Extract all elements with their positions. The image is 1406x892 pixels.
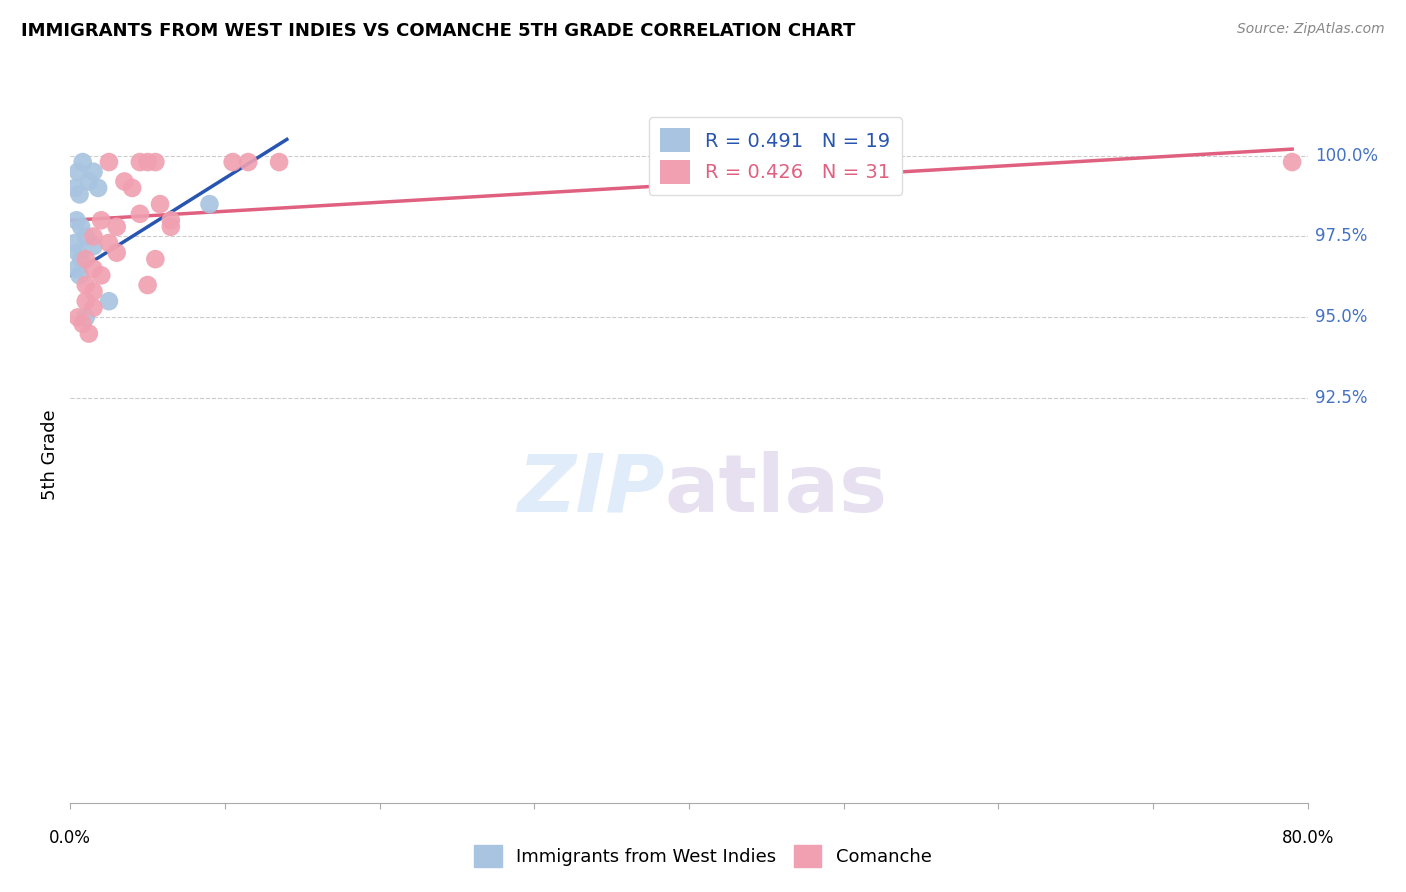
Point <box>98 235 120 250</box>
Point <box>67 310 90 325</box>
Point <box>72 155 94 169</box>
Point <box>69 187 91 202</box>
Point <box>160 213 183 227</box>
Point <box>63 181 86 195</box>
Point <box>105 245 128 260</box>
Point <box>149 197 172 211</box>
Point <box>129 207 152 221</box>
Text: Source: ZipAtlas.com: Source: ZipAtlas.com <box>1237 22 1385 37</box>
Point <box>82 301 105 315</box>
Point <box>136 278 159 293</box>
Point <box>136 155 159 169</box>
Point <box>67 165 90 179</box>
Point <box>98 294 120 309</box>
Point <box>114 174 135 188</box>
Point <box>121 181 143 195</box>
Point <box>75 252 97 267</box>
Point <box>82 285 105 299</box>
Point <box>98 155 120 169</box>
Point <box>65 213 87 227</box>
Point <box>105 219 128 234</box>
Point <box>70 219 93 234</box>
Text: 97.5%: 97.5% <box>1316 227 1368 245</box>
Point <box>75 294 97 309</box>
Text: 92.5%: 92.5% <box>1316 389 1368 408</box>
Point <box>72 317 94 331</box>
Point <box>160 219 183 234</box>
Point <box>69 268 91 283</box>
Point <box>77 174 100 188</box>
Point <box>82 229 105 244</box>
Point <box>63 235 86 250</box>
Text: 100.0%: 100.0% <box>1316 146 1378 165</box>
Point <box>238 155 260 169</box>
Point <box>198 197 221 211</box>
Point <box>82 165 105 179</box>
Point <box>267 155 291 169</box>
Point <box>65 261 87 276</box>
Point <box>67 245 90 260</box>
Legend: R = 0.491   N = 19, R = 0.426   N = 31: R = 0.491 N = 19, R = 0.426 N = 31 <box>648 117 901 195</box>
Y-axis label: 5th Grade: 5th Grade <box>41 409 59 500</box>
Point <box>90 213 112 227</box>
Point <box>82 261 105 276</box>
Point <box>129 155 152 169</box>
Point <box>87 181 110 195</box>
Text: ZIP: ZIP <box>517 450 664 529</box>
Point <box>1281 155 1303 169</box>
Point <box>145 252 166 267</box>
Point <box>90 268 112 283</box>
Point <box>75 278 97 293</box>
Text: 95.0%: 95.0% <box>1316 309 1368 326</box>
Text: IMMIGRANTS FROM WEST INDIES VS COMANCHE 5TH GRADE CORRELATION CHART: IMMIGRANTS FROM WEST INDIES VS COMANCHE … <box>21 22 855 40</box>
Point <box>145 155 166 169</box>
Text: atlas: atlas <box>664 450 887 529</box>
Point <box>77 326 100 341</box>
Point <box>70 252 93 267</box>
Text: 0.0%: 0.0% <box>49 829 91 847</box>
Point <box>82 239 105 253</box>
Point <box>75 229 97 244</box>
Text: 80.0%: 80.0% <box>1281 829 1334 847</box>
Legend: Immigrants from West Indies, Comanche: Immigrants from West Indies, Comanche <box>467 838 939 874</box>
Point <box>222 155 245 169</box>
Point <box>75 310 97 325</box>
